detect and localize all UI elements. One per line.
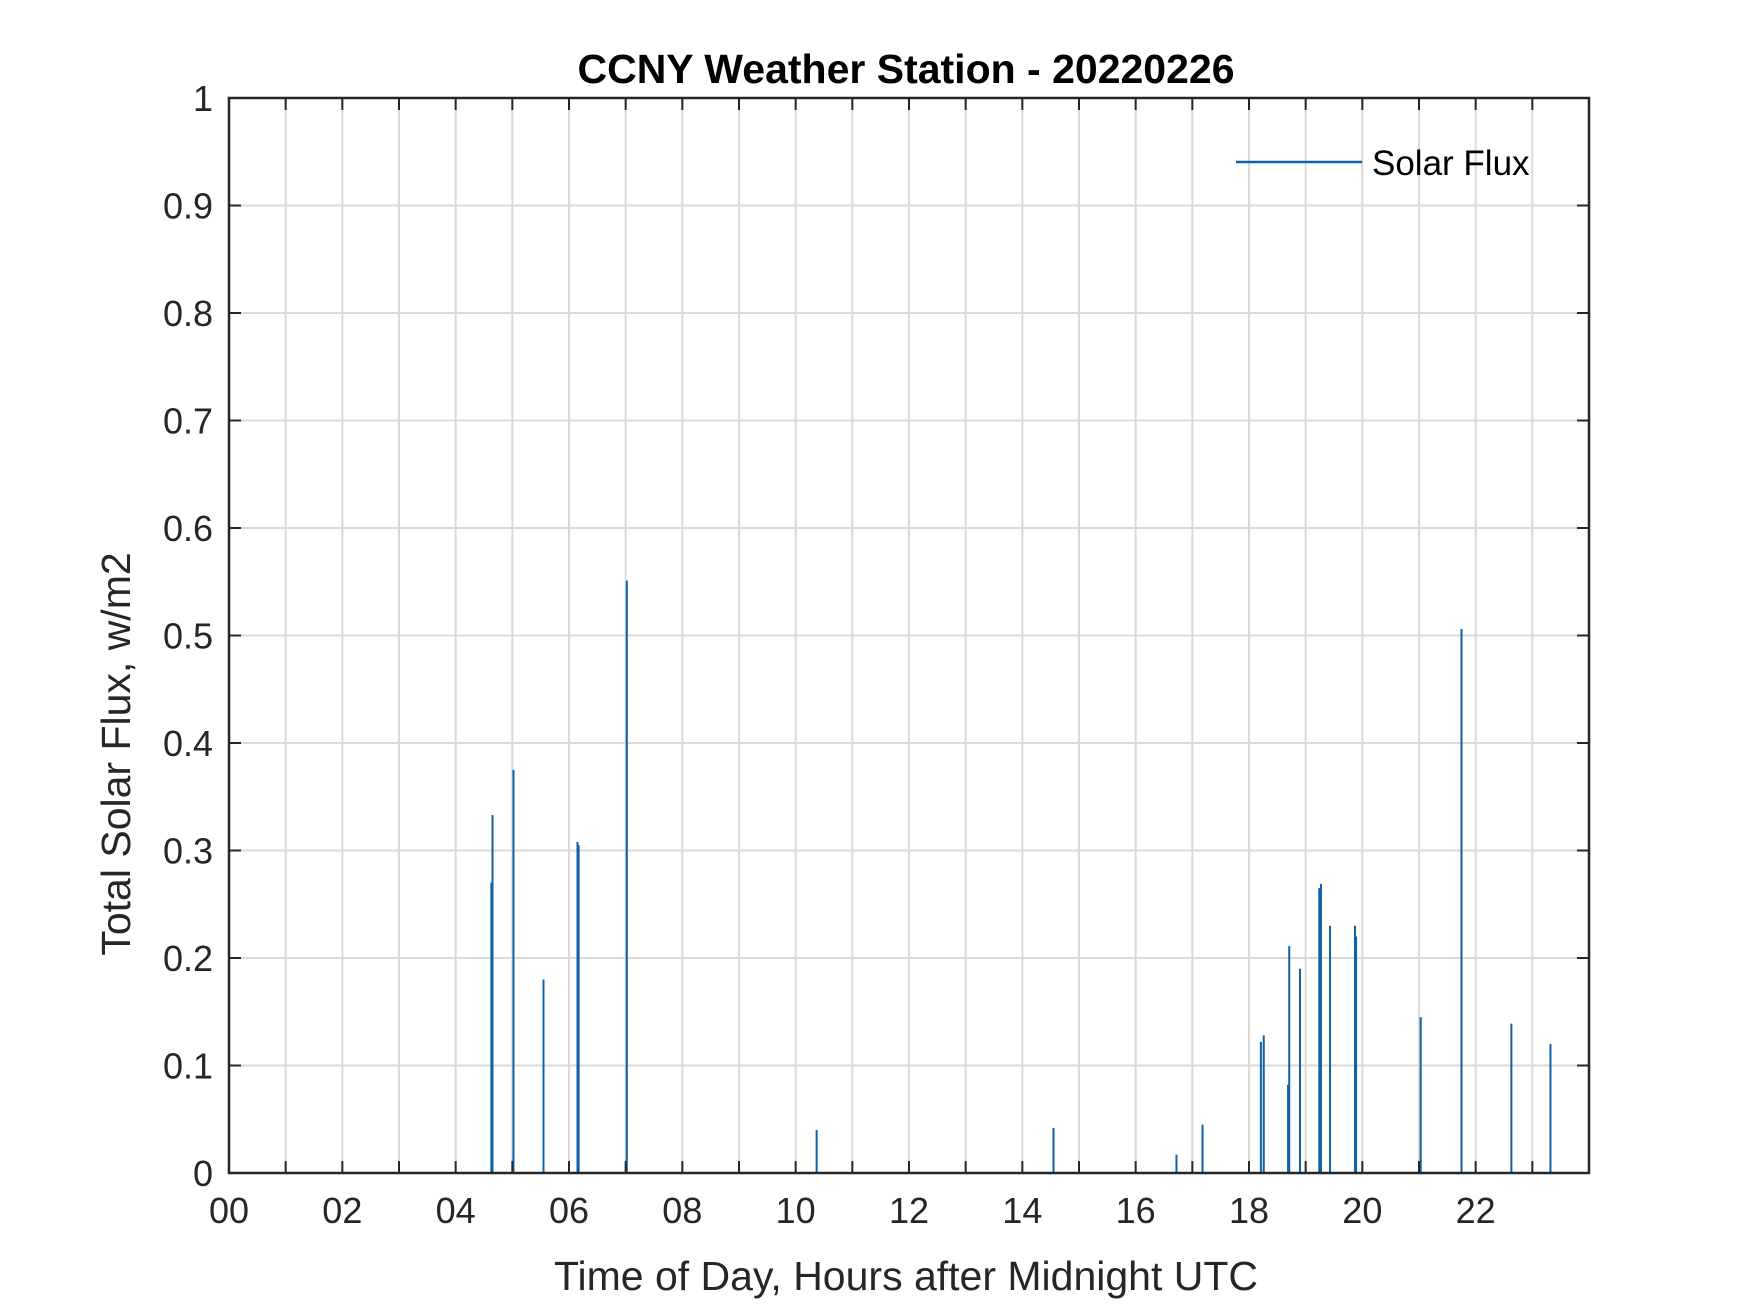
x-tick-label: 20 <box>1342 1190 1382 1231</box>
x-tick-label: 16 <box>1116 1190 1156 1231</box>
x-tick-label: 12 <box>889 1190 929 1231</box>
y-tick-label: 0.2 <box>163 938 213 979</box>
x-tick-label: 08 <box>662 1190 702 1231</box>
y-tick-label: 0 <box>193 1153 213 1194</box>
y-axis-tick-labels: 0 0.1 0.2 0.3 0.4 0.5 0.6 0.7 0.8 0.9 1 <box>163 78 213 1194</box>
x-tick-label: 18 <box>1229 1190 1269 1231</box>
y-tick-label: 0.8 <box>163 293 213 334</box>
x-axis-label: Time of Day, Hours after Midnight UTC <box>554 1253 1258 1299</box>
y-tick-label: 0.4 <box>163 723 213 764</box>
x-tick-label: 22 <box>1456 1190 1496 1231</box>
solar-flux-series <box>490 580 1552 1173</box>
y-tick-label: 0.3 <box>163 831 213 872</box>
x-tick-label: 04 <box>436 1190 476 1231</box>
y-tick-label: 1 <box>193 78 213 119</box>
x-tick-label: 14 <box>1002 1190 1042 1231</box>
legend-label-solar-flux: Solar Flux <box>1372 144 1530 183</box>
y-tick-label: 0.9 <box>163 186 213 227</box>
grid-lines <box>229 98 1589 1173</box>
y-tick-label: 0.5 <box>163 616 213 657</box>
legend: Solar Flux <box>1236 144 1530 183</box>
x-tick-label: 00 <box>209 1190 249 1231</box>
x-axis-tick-labels: 00 02 04 06 08 10 12 14 16 18 20 22 <box>209 1190 1496 1231</box>
chart-title: CCNY Weather Station - 20220226 <box>577 46 1234 92</box>
x-tick-label: 06 <box>549 1190 589 1231</box>
x-tick-label: 02 <box>322 1190 362 1231</box>
x-tick-label: 10 <box>776 1190 816 1231</box>
y-tick-label: 0.6 <box>163 508 213 549</box>
y-tick-label: 0.1 <box>163 1046 213 1087</box>
axis-ticks <box>229 97 1589 1174</box>
y-axis-label: Total Solar Flux, w/m2 <box>93 552 139 955</box>
y-tick-label: 0.7 <box>163 401 213 442</box>
